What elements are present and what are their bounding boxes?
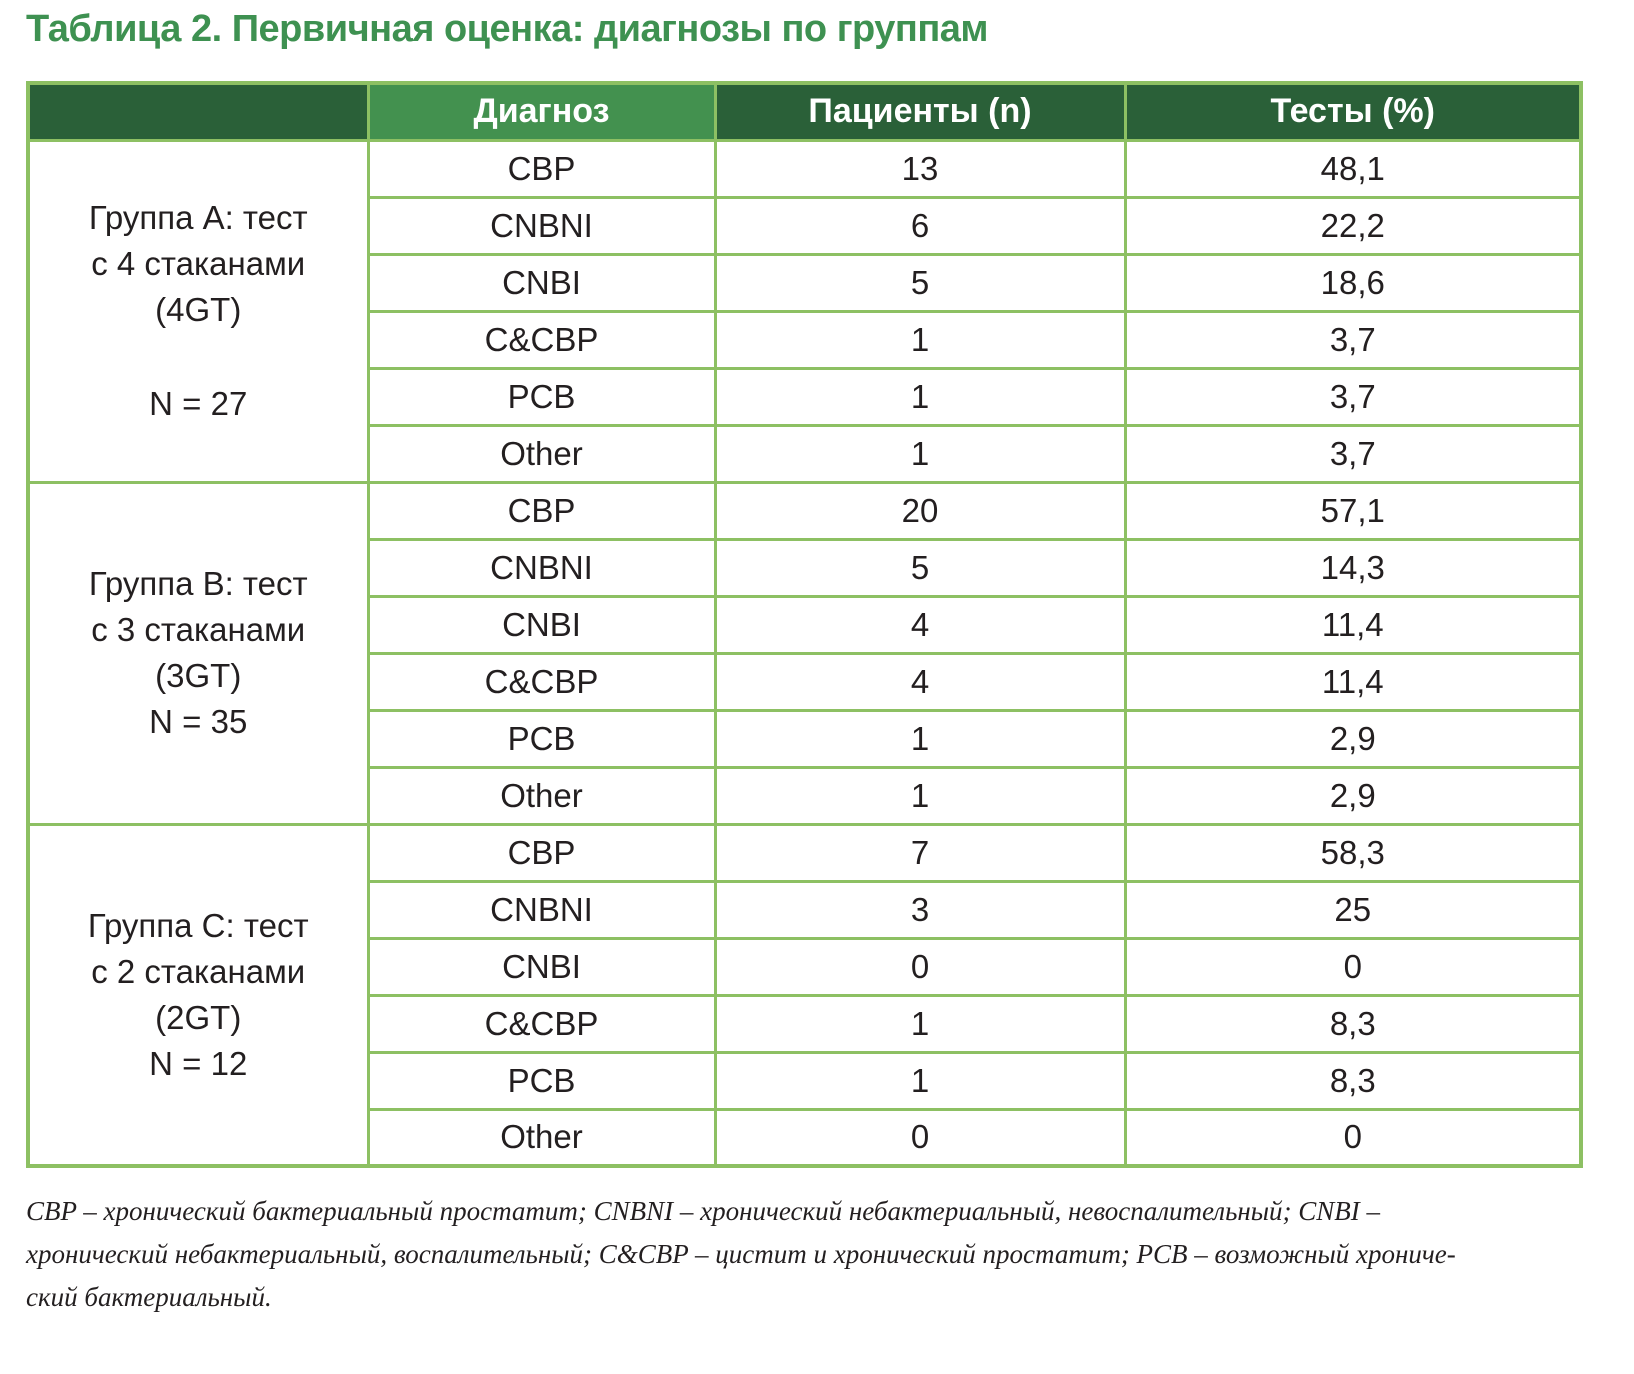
patients-count-cell: 1 <box>713 993 1127 1054</box>
patients-count-cell: 0 <box>713 936 1127 997</box>
diagnosis-cell: CBP <box>366 138 717 199</box>
patients-count-cell: 1 <box>713 1050 1127 1111</box>
table-row: Группа B: тест с 3 стаканами (3GT) N = 3… <box>26 480 1583 826</box>
tests-percent-cell: 8,3 <box>1123 993 1583 1054</box>
patients-count-cell: 1 <box>713 366 1127 427</box>
tests-percent-cell: 11,4 <box>1123 594 1583 655</box>
patients-count-cell: 20 <box>713 480 1127 541</box>
table-row: Группа C: тест с 2 стаканами (2GT) N = 1… <box>26 822 1583 1168</box>
diagnosis-cell: C&CBP <box>366 309 717 370</box>
table-row: CNBNI 3 25 <box>28 879 1583 940</box>
patients-count-cell: 4 <box>713 651 1127 712</box>
group-label-line: с 4 стаканами <box>91 245 306 282</box>
group-n-label: N = 35 <box>149 703 248 740</box>
diagnosis-cell: PCB <box>366 708 717 769</box>
diagnosis-cell: CNBNI <box>366 537 717 598</box>
tests-percent-cell: 2,9 <box>1123 708 1583 769</box>
table-row: CNBI 5 18,6 <box>28 252 1583 313</box>
table-row: Other 1 2,9 <box>28 765 1583 826</box>
diagnosis-cell: PCB <box>366 366 717 427</box>
table-row: PCB 1 2,9 <box>28 708 1583 769</box>
patients-count-cell: 6 <box>713 195 1127 256</box>
tests-percent-cell: 57,1 <box>1123 480 1583 541</box>
tests-percent-cell: 0 <box>1123 1107 1583 1168</box>
patients-count-cell: 1 <box>713 765 1127 826</box>
tests-percent-cell: 48,1 <box>1123 138 1583 199</box>
diagnosis-cell: CBP <box>366 822 717 883</box>
patients-count-cell: 5 <box>713 252 1127 313</box>
table-row: C&CBP 4 11,4 <box>28 651 1583 712</box>
table-row: Группа A: тест с 4 стаканами (4GT) N = 2… <box>26 138 1583 484</box>
group-label-line: с 3 стаканами <box>91 611 306 648</box>
page: Таблица 2. Первичная оценка: диагнозы по… <box>26 8 1610 1319</box>
group-label-line: Группа A: тест <box>88 199 308 236</box>
diagnosis-cell: Other <box>366 765 717 826</box>
tests-percent-cell: 11,4 <box>1123 651 1583 712</box>
group-label-line: (4GT) <box>155 291 242 328</box>
tests-percent-cell: 0 <box>1123 936 1583 997</box>
table-row: Other 0 0 <box>28 1107 1583 1168</box>
diagnosis-cell: CNBI <box>366 252 717 313</box>
patients-count-cell: 1 <box>713 423 1127 484</box>
diagnosis-cell: PCB <box>366 1050 717 1111</box>
tests-percent-cell: 25 <box>1123 879 1583 940</box>
group-n-label: N = 27 <box>149 385 248 422</box>
table-row: PCB 1 3,7 <box>28 366 1583 427</box>
group-a-label-cell: Группа A: тест с 4 стаканами (4GT) N = 2… <box>26 138 370 484</box>
group-label-line: (2GT) <box>155 998 242 1036</box>
patients-count-cell: 7 <box>713 822 1127 883</box>
header-patients: Пациенты (n) <box>713 81 1127 142</box>
patients-count-cell: 0 <box>713 1107 1127 1168</box>
diagnosis-cell: CNBI <box>366 594 717 655</box>
diagnosis-cell: CBP <box>366 480 717 541</box>
table-row: PCB 1 8,3 <box>28 1050 1583 1111</box>
tests-percent-cell: 14,3 <box>1123 537 1583 598</box>
table-title: Таблица 2. Первичная оценка: диагнозы по… <box>26 8 989 50</box>
header-diagnosis: Диагноз <box>366 81 717 142</box>
footnote-line: ский бактериальный. <box>26 1282 272 1312</box>
diagnosis-cell: Other <box>366 1107 717 1168</box>
header-row: Диагноз Пациенты (n) Тесты (%) <box>26 81 1583 142</box>
footnote-line: хронический небактериальный, воспалитель… <box>26 1239 1456 1269</box>
tests-percent-cell: 8,3 <box>1123 1050 1583 1111</box>
diagnosis-cell: C&CBP <box>366 993 717 1054</box>
patients-count-cell: 1 <box>713 708 1127 769</box>
table-row: CNBNI 6 22,2 <box>28 195 1583 256</box>
patients-count-cell: 3 <box>713 879 1127 940</box>
diagnosis-cell: C&CBP <box>366 651 717 712</box>
group-c-label-cell: Группа C: тест с 2 стаканами (2GT) N = 1… <box>26 822 370 1168</box>
tests-percent-cell: 22,2 <box>1123 195 1583 256</box>
footnote-line: CBP – хронический бактериальный простати… <box>26 1196 1381 1226</box>
tests-percent-cell: 18,6 <box>1123 252 1583 313</box>
tests-percent-cell: 3,7 <box>1123 423 1583 484</box>
header-tests: Тесты (%) <box>1123 81 1583 142</box>
table-row: C&CBP 1 3,7 <box>28 309 1583 370</box>
tests-percent-cell: 3,7 <box>1123 366 1583 427</box>
abbreviations-footnote: CBP – хронический бактериальный простати… <box>26 1190 1610 1319</box>
diagnosis-cell: Other <box>366 423 717 484</box>
group-label-line: Группа B: тест <box>88 565 308 602</box>
group-n-label: N = 12 <box>149 1044 248 1082</box>
diagnosis-table: Диагноз Пациенты (n) Тесты (%) Группа A:… <box>26 81 1583 1168</box>
diagnosis-cell: CNBNI <box>366 879 717 940</box>
table-row: CNBI 0 0 <box>28 936 1583 997</box>
group-label-line: с 2 стаканами <box>91 952 306 990</box>
tests-percent-cell: 2,9 <box>1123 765 1583 826</box>
group-b-label-cell: Группа B: тест с 3 стаканами (3GT) N = 3… <box>26 480 370 826</box>
table-row: Other 1 3,7 <box>28 423 1583 484</box>
diagnosis-cell: CNBNI <box>366 195 717 256</box>
patients-count-cell: 13 <box>713 138 1127 199</box>
header-group-empty <box>26 81 370 142</box>
group-label-line: Группа C: тест <box>87 906 309 944</box>
table-row: CNBI 4 11,4 <box>28 594 1583 655</box>
tests-percent-cell: 58,3 <box>1123 822 1583 883</box>
patients-count-cell: 4 <box>713 594 1127 655</box>
diagnosis-cell: CNBI <box>366 936 717 997</box>
table-row: CNBNI 5 14,3 <box>28 537 1583 598</box>
group-label-line: (3GT) <box>155 657 242 694</box>
table-row: C&CBP 1 8,3 <box>28 993 1583 1054</box>
patients-count-cell: 5 <box>713 537 1127 598</box>
tests-percent-cell: 3,7 <box>1123 309 1583 370</box>
patients-count-cell: 1 <box>713 309 1127 370</box>
